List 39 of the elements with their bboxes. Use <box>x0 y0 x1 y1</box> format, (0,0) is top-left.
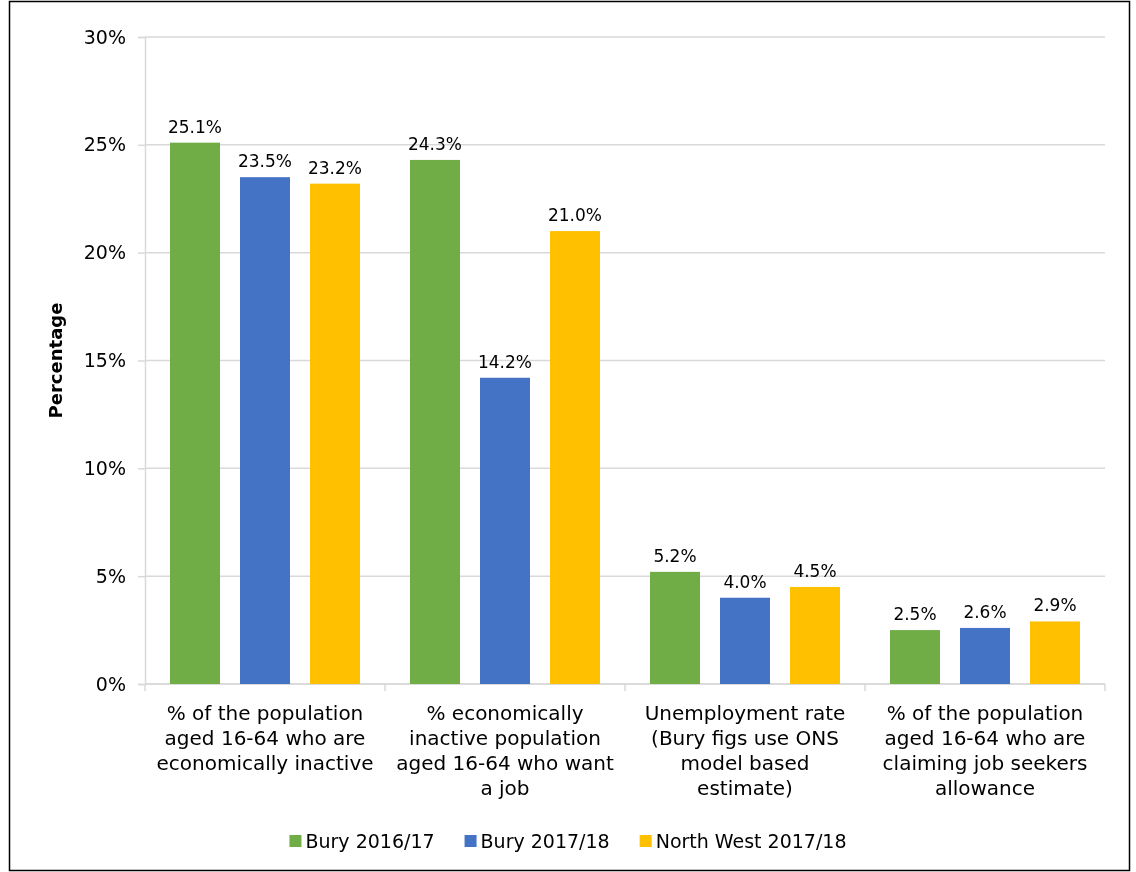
data-label: 25.1% <box>167 116 223 137</box>
legend-label: North West 2017/18 <box>655 829 847 852</box>
legend-label: Bury 2017/18 <box>480 829 610 852</box>
y-tick-label: 30% <box>83 25 126 48</box>
bar <box>170 142 220 684</box>
data-label: 21.0% <box>547 205 603 226</box>
y-tick-label: 10% <box>83 456 126 479</box>
data-label: 14.2% <box>477 351 533 372</box>
bar <box>480 377 530 684</box>
bar <box>890 630 940 684</box>
y-tick-label: 0% <box>95 672 126 695</box>
y-axis-title: Percentage <box>45 302 66 419</box>
bar <box>410 159 460 684</box>
y-tick-label: 5% <box>95 564 126 587</box>
x-tick-label: % economically inactive population aged 16-64 who want a job <box>396 701 614 800</box>
bar <box>1030 621 1080 684</box>
x-tick-label: % of the population aged 16-64 who are economically inactive <box>156 701 374 775</box>
y-tick-label: 25% <box>83 133 126 156</box>
y-tick-label: 15% <box>83 349 126 372</box>
data-label: 5.2% <box>653 545 697 566</box>
bar <box>550 231 600 684</box>
data-label: 2.5% <box>893 604 937 625</box>
legend-label: Bury 2016/17 <box>305 829 435 852</box>
bar <box>240 177 290 684</box>
data-label: 2.6% <box>963 601 1007 622</box>
bar <box>960 627 1010 684</box>
x-tick-label: % of the population aged 16-64 who are claiming job seekers allowance <box>882 701 1088 800</box>
bar <box>790 586 840 684</box>
bar <box>720 597 770 684</box>
data-label: 23.5% <box>237 151 293 172</box>
data-label: 23.2% <box>307 157 363 178</box>
bar <box>310 183 360 684</box>
x-tick-label: Unemployment rate (Bury figs use ONS model based estimate) <box>644 701 846 800</box>
data-label: 4.0% <box>723 571 767 592</box>
data-label: 2.9% <box>1033 595 1077 616</box>
y-tick-label: 20% <box>83 241 126 264</box>
bar <box>650 571 700 684</box>
data-label: 24.3% <box>407 133 463 154</box>
data-label: 4.5% <box>793 560 837 581</box>
